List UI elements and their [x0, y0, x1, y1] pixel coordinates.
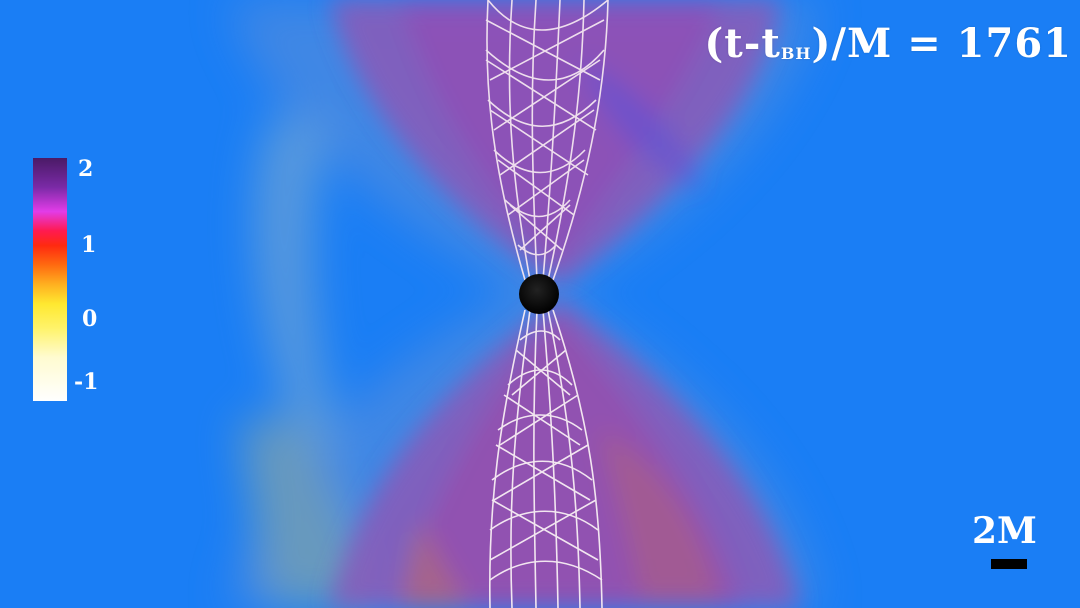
colorbar-tick-minus-1: -1 — [74, 369, 99, 395]
colorbar-tick-1: 1 — [81, 232, 97, 258]
scale-bar-label: 2M — [972, 510, 1037, 552]
lower-lobe — [330, 300, 800, 608]
colorbar-tick-2: 2 — [78, 156, 94, 182]
time-subscript: BH — [780, 44, 812, 63]
time-label: (t-tBH)/M = 1761 — [704, 20, 1072, 67]
colorbar-tick-0: 0 — [82, 306, 98, 332]
upper-jet-field-lines — [485, 0, 609, 281]
scale-bar — [991, 559, 1027, 569]
black-hole — [519, 274, 559, 314]
lower-jet-field-lines — [488, 309, 603, 608]
upper-lobe — [330, 0, 780, 285]
colorbar — [33, 158, 67, 401]
